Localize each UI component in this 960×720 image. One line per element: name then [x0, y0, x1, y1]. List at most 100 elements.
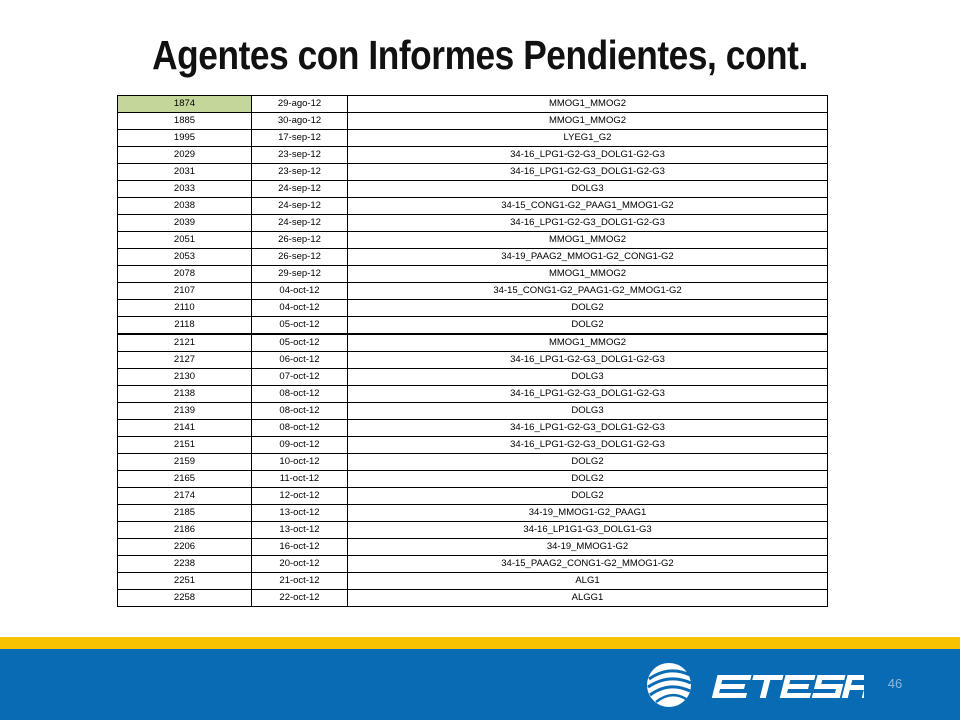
report-code-cell: 34-19_MMOG1-G2 — [347, 538, 828, 556]
agent-id-cell: 2138 — [117, 385, 252, 403]
date-cell: 23-sep-12 — [251, 146, 348, 164]
agent-id-cell: 2139 — [117, 402, 252, 420]
report-code-cell: 34-19_MMOG1-G2_PAAG1 — [347, 504, 828, 522]
date-cell: 30-ago-12 — [251, 112, 348, 130]
date-cell: 07-oct-12 — [251, 368, 348, 386]
report-code-cell: DOLG2 — [347, 470, 828, 488]
date-cell: 26-sep-12 — [251, 248, 348, 266]
date-cell: 17-sep-12 — [251, 129, 348, 147]
report-code-cell: 34-16_LPG1-G2-G3_DOLG1-G2-G3 — [347, 214, 828, 232]
report-code-cell: DOLG3 — [347, 368, 828, 386]
table-row: 2141 08-oct-12 34-16_LPG1-G2-G3_DOLG1-G2-G… — [117, 419, 828, 437]
report-code-cell: 34-16_LPG1-G2-G3_DOLG1-G2-G3 — [347, 163, 828, 181]
date-cell: 16-oct-12 — [251, 538, 348, 556]
report-code-cell: 34-16_LPG1-G2-G3_DOLG1-G2-G3 — [347, 419, 828, 437]
table-row: 2039 24-sep-12 34-16_LPG1-G2-G3_DOLG1-G2-G… — [117, 214, 828, 232]
date-cell: 06-oct-12 — [251, 351, 348, 369]
agent-id-cell: 2238 — [117, 555, 252, 573]
table-row: 2138 08-oct-12 34-16_LPG1-G2-G3_DOLG1-G2-G… — [117, 385, 828, 403]
footer-yellow-stripe — [0, 637, 960, 649]
report-code-cell: 34-15_PAAG2_CONG1-G2_MMOG1-G2 — [347, 555, 828, 573]
table-row: 2139 08-oct-12 DOLG3 — [117, 402, 828, 420]
table-row: 2127 06-oct-12 34-16_LPG1-G2-G3_DOLG1-G2-G… — [117, 351, 828, 369]
report-code-cell: DOLG3 — [347, 402, 828, 420]
table-row: 2038 24-sep-12 34-15_CONG1-G2_PAAG1_MMOG1-… — [117, 197, 828, 215]
date-cell: 22-oct-12 — [251, 589, 348, 607]
date-cell: 29-ago-12 — [251, 95, 348, 113]
logo-wordmark — [711, 675, 864, 698]
table-row: 2206 16-oct-12 34-19_MMOG1-G2 — [117, 538, 828, 556]
date-cell: 13-oct-12 — [251, 504, 348, 522]
table-row: 2185 13-oct-12 34-19_MMOG1-G2_PAAG1 — [117, 504, 828, 522]
agent-id-cell: 1995 — [117, 129, 252, 147]
report-code-cell: MMOG1_MMOG2 — [347, 333, 828, 352]
table-row: 2165 11-oct-12 DOLG2 — [117, 470, 828, 488]
table-row: 1874 29-ago-12 MMOG1_MMOG2 — [117, 95, 828, 113]
agent-id-cell: 2053 — [117, 248, 252, 266]
table-row: 2029 23-sep-12 34-16_LPG1-G2-G3_DOLG1-G2-G… — [117, 146, 828, 164]
agent-id-cell: 2159 — [117, 453, 252, 471]
table-row: 2121 05-oct-12 MMOG1_MMOG2 — [117, 333, 828, 352]
date-cell: 10-oct-12 — [251, 453, 348, 471]
agent-id-cell: 2151 — [117, 436, 252, 454]
agent-id-cell: 2121 — [117, 333, 252, 352]
table-row: 2051 26-sep-12 MMOG1_MMOG2 — [117, 231, 828, 249]
report-code-cell: 34-16_LPG1-G2-G3_DOLG1-G2-G3 — [347, 351, 828, 369]
date-cell: 24-sep-12 — [251, 180, 348, 198]
agent-id-cell: 2127 — [117, 351, 252, 369]
pending-reports-table: 1874 29-ago-12 MMOG1_MMOG2 1885 30-ago-12 MMO… — [117, 95, 828, 607]
agent-id-cell: 2165 — [117, 470, 252, 488]
report-code-cell: 34-15_CONG1-G2_PAAG1_MMOG1-G2 — [347, 197, 828, 215]
agent-id-cell: 2185 — [117, 504, 252, 522]
table-row: 1995 17-sep-12 LYEG1_G2 — [117, 129, 828, 147]
report-code-cell: 34-16_LP1G1-G3_DOLG1-G3 — [347, 521, 828, 539]
table-row: 2130 07-oct-12 DOLG3 — [117, 368, 828, 386]
agent-id-cell: 2078 — [117, 265, 252, 283]
date-cell: 24-sep-12 — [251, 197, 348, 215]
date-cell: 13-oct-12 — [251, 521, 348, 539]
globe-icon — [647, 663, 692, 707]
report-code-cell: 34-16_LPG1-G2-G3_DOLG1-G2-G3 — [347, 385, 828, 403]
report-code-cell: ALG1 — [347, 572, 828, 590]
report-code-cell: 34-16_LPG1-G2-G3_DOLG1-G2-G3 — [347, 436, 828, 454]
date-cell: 05-oct-12 — [251, 316, 348, 335]
agent-id-cell: 2258 — [117, 589, 252, 607]
date-cell: 04-oct-12 — [251, 299, 348, 317]
agent-id-cell: 2031 — [117, 163, 252, 181]
table-row: 2186 13-oct-12 34-16_LP1G1-G3_DOLG1-G3 — [117, 521, 828, 539]
report-code-cell: 34-19_PAAG2_MMOG1-G2_CONG1-G2 — [347, 248, 828, 266]
table-row: 2110 04-oct-12 DOLG2 — [117, 299, 828, 317]
date-cell: 08-oct-12 — [251, 385, 348, 403]
agent-id-cell: 1885 — [117, 112, 252, 130]
report-code-cell: MMOG1_MMOG2 — [347, 265, 828, 283]
agent-id-cell: 2033 — [117, 180, 252, 198]
report-code-cell: 34-15_CONG1-G2_PAAG1-G2_MMOG1-G2 — [347, 282, 828, 300]
agent-id-cell: 2251 — [117, 572, 252, 590]
slide-title: Agentes con Informes Pendientes, cont. — [152, 32, 808, 78]
report-code-cell: DOLG2 — [347, 487, 828, 505]
agent-id-cell: 2029 — [117, 146, 252, 164]
agent-id-cell: 2039 — [117, 214, 252, 232]
date-cell: 29-sep-12 — [251, 265, 348, 283]
agent-id-cell: 2038 — [117, 197, 252, 215]
date-cell: 12-oct-12 — [251, 487, 348, 505]
date-cell: 09-oct-12 — [251, 436, 348, 454]
agent-id-cell: 2118 — [117, 316, 252, 335]
report-code-cell: DOLG2 — [347, 316, 828, 335]
table-row: 1885 30-ago-12 MMOG1_MMOG2 — [117, 112, 828, 130]
agent-id-cell: 2130 — [117, 368, 252, 386]
table-row: 2151 09-oct-12 34-16_LPG1-G2-G3_DOLG1-G2-G… — [117, 436, 828, 454]
report-code-cell: MMOG1_MMOG2 — [347, 95, 828, 113]
agent-id-cell: 2051 — [117, 231, 252, 249]
report-code-cell: DOLG2 — [347, 299, 828, 317]
report-code-cell: DOLG3 — [347, 180, 828, 198]
table-row: 2174 12-oct-12 DOLG2 — [117, 487, 828, 505]
date-cell: 05-oct-12 — [251, 333, 348, 352]
date-cell: 08-oct-12 — [251, 419, 348, 437]
table-row: 2053 26-sep-12 34-19_PAAG2_MMOG1-G2_CONG1-… — [117, 248, 828, 266]
etesa-logo — [647, 663, 864, 707]
date-cell: 11-oct-12 — [251, 470, 348, 488]
date-cell: 04-oct-12 — [251, 282, 348, 300]
agent-id-cell: 2141 — [117, 419, 252, 437]
date-cell: 24-sep-12 — [251, 214, 348, 232]
